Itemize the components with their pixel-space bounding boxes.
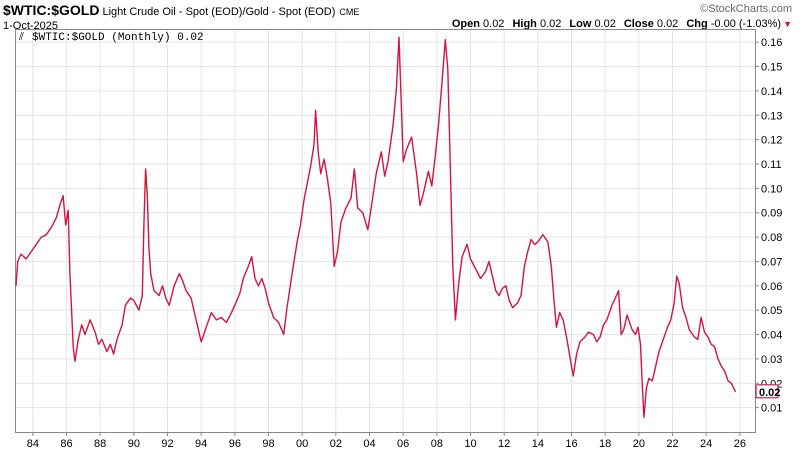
x-tick-label: 10 (464, 438, 476, 450)
x-tick-label: 12 (498, 438, 510, 450)
legend-label: $WTIC:$GOLD (Monthly) 0.02 (32, 32, 204, 44)
y-tick-label: 0.07 (761, 256, 782, 268)
y-tick-label: 0.09 (761, 208, 782, 220)
x-tick-label: 98 (262, 438, 274, 450)
ohlc-readout: Open 0.02 High 0.02 Low 0.02 Close 0.02 Chg … (452, 17, 792, 31)
y-axis: 0.01 0.02 0.03 0.04 0.05 0.06 0.07 0.08 0.09 0.10… (755, 37, 782, 415)
x-tick-label: 04 (363, 438, 375, 450)
x-tick-label: 96 (229, 438, 241, 450)
x-tick-label: 92 (161, 438, 173, 450)
low-value: 0.02 (594, 18, 616, 30)
symbol-description: Light Crude Oil - Spot (EOD)/Gold - Spot… (102, 6, 336, 18)
stockcharts-brand[interactable]: ©StockCharts.com (452, 2, 792, 16)
x-tick-label: 02 (330, 438, 342, 450)
chg-value: -0.00 (-1.03%) (710, 18, 782, 30)
copyright-icon: © (700, 3, 709, 15)
y-tick-label: 0.13 (761, 110, 782, 122)
x-tick-label: 06 (397, 438, 409, 450)
series-line (15, 36, 737, 419)
x-tick-label: 00 (296, 438, 308, 450)
x-tick-label: 24 (700, 438, 712, 450)
y-tick-label: 0.01 (761, 403, 782, 415)
last-value-label: 0.02 (759, 387, 780, 399)
y-tick-label: 0.11 (761, 159, 782, 171)
last-value-marker: 0.02 (755, 384, 780, 399)
high-label: High (512, 18, 537, 30)
x-tick-label: 16 (565, 438, 577, 450)
x-tick-label: 90 (128, 438, 140, 450)
plot-frame (15, 29, 756, 433)
x-tick-label: 88 (94, 438, 106, 450)
x-axis: 84 86 88 90 92 94 96 98 00 02 04 06 08 10 12 14 16 18 20 22… (27, 432, 746, 450)
last-value-box (755, 384, 779, 399)
y-tick-label: 0.08 (761, 232, 782, 244)
y-tick-label: 0.05 (761, 305, 782, 317)
high-value: 0.02 (539, 18, 562, 30)
y-tick-label: 0.14 (761, 86, 782, 98)
x-tick-label: 84 (27, 438, 39, 450)
y-tick-label: 0.12 (761, 135, 782, 147)
brand-name: StockCharts.com (708, 3, 792, 15)
symbol-title: $WTIC:$GOLD (3, 2, 100, 18)
x-tick-label: 86 (60, 438, 72, 450)
x-tick-label: 08 (431, 438, 443, 450)
chart-legend: ⫽ $WTIC:$GOLD (Monthly) 0.02 (18, 32, 204, 44)
close-value: 0.02 (656, 18, 679, 30)
close-label: Close (623, 18, 654, 30)
chart-header-right: ©StockCharts.com Open 0.02 High 0.02 Low 0… (452, 2, 792, 31)
open-value: 0.02 (483, 18, 505, 30)
y-tick-label: 0.16 (761, 37, 782, 49)
y-tick-label: 0.03 (761, 354, 782, 366)
down-arrow-icon: ▼ (783, 19, 792, 29)
open-label: Open (451, 18, 480, 30)
y-tick-label: 0.06 (761, 281, 782, 293)
x-tick-label: 18 (599, 438, 611, 450)
low-label: Low (569, 18, 592, 30)
title-row: $WTIC:$GOLD Light Crude Oil - Spot (EOD)/… (3, 2, 359, 20)
y-tick-label: 0.15 (761, 62, 782, 74)
x-tick-label: 94 (195, 438, 207, 450)
x-tick-label: 22 (666, 438, 678, 450)
legend-bar-icon: ⫽ (18, 32, 24, 44)
exchange-label: CME (339, 7, 360, 17)
y-tick-label: 0.10 (761, 183, 782, 195)
chg-label: Chg (686, 18, 708, 30)
x-tick-label: 26 (734, 438, 746, 450)
x-tick-label: 20 (633, 438, 645, 450)
y-tick-label: 0.04 (761, 330, 782, 342)
x-tick-label: 14 (532, 438, 544, 450)
